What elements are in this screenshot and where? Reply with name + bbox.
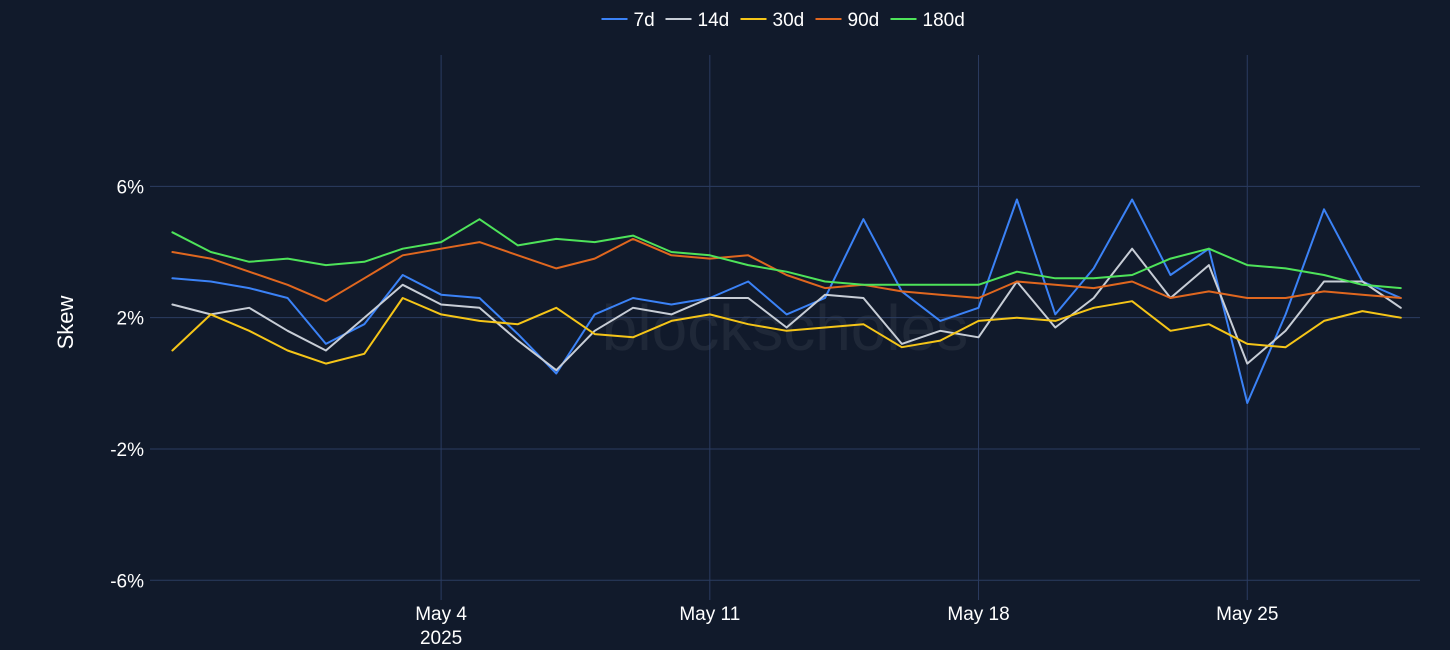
legend-label: 14d — [698, 10, 730, 31]
x-tick-label: May 18 — [947, 604, 1009, 625]
y-tick-label: -6% — [110, 571, 144, 592]
y-axis-title: Skew — [53, 295, 78, 349]
legend: 7d 14d 30d 90d 180d — [601, 10, 965, 31]
legend-label: 30d — [773, 10, 805, 31]
legend-item-180d[interactable]: 180d — [890, 10, 965, 31]
x-tick-label: May 25 — [1216, 604, 1278, 625]
series-line-180d — [171, 218, 1402, 290]
legend-label: 7d — [634, 10, 655, 31]
y-tick-label: 2% — [117, 309, 145, 330]
x-tick-label: May 11 — [679, 604, 740, 625]
legend-label: 180d — [923, 10, 965, 31]
x-tick-label: May 4 — [415, 604, 467, 625]
x-tick-sublabel: 2025 — [420, 628, 462, 649]
series-group — [171, 198, 1402, 404]
y-tick-label: -2% — [110, 440, 144, 461]
series-line-90d — [171, 237, 1402, 303]
legend-item-14d[interactable]: 14d — [665, 10, 730, 31]
legend-item-7d[interactable]: 7d — [601, 10, 655, 31]
series-line-30d — [171, 297, 1402, 365]
legend-item-30d[interactable]: 30d — [740, 10, 805, 31]
y-tick-label: 6% — [117, 177, 145, 198]
series-line-14d — [171, 247, 1402, 372]
legend-item-90d[interactable]: 90d — [815, 10, 880, 31]
legend-label: 90d — [848, 10, 880, 31]
